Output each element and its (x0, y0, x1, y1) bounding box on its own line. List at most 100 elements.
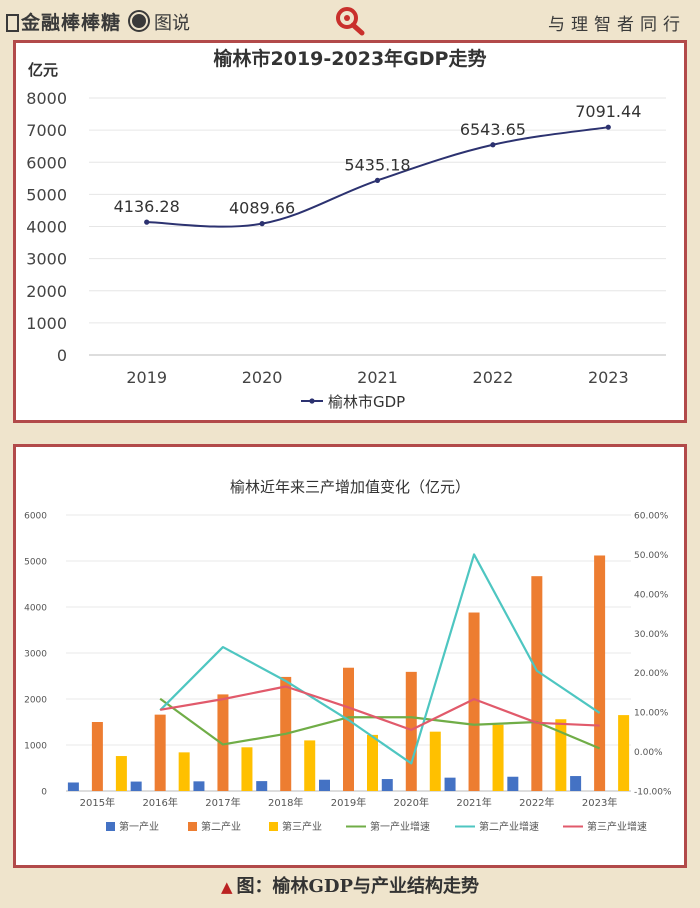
x-tick-label: 2022年 (519, 796, 554, 809)
x-tick-label: 2021年 (456, 796, 491, 809)
y-tick-label: 3000 (26, 250, 67, 269)
x-tick-label: 2017年 (205, 796, 240, 809)
legend-swatch (269, 822, 278, 831)
gdp-data-label: 7091.44 (575, 102, 641, 121)
y-tick-label: 3000 (24, 650, 47, 660)
y2-tick-label: 20.00% (634, 669, 669, 679)
bar-3 (367, 734, 378, 791)
y-tick-label: 1000 (26, 314, 67, 333)
bar-2 (405, 671, 417, 791)
growth-line-4 (159, 553, 601, 765)
y-tick-label: 0 (57, 346, 67, 365)
section-label-text: 图说 (154, 13, 190, 34)
y2-tick-label: 40.00% (634, 590, 669, 600)
bar-2 (343, 667, 354, 791)
gdp-chart-panel: 榆林市2019-2023年GDP走势 亿元 0 1000 2000 3000 4000 5… (13, 40, 687, 423)
y-tick-label: 2000 (26, 282, 67, 301)
gdp-data-label: 5435.18 (344, 155, 410, 174)
bar-1 (256, 781, 268, 791)
legend-label: 第二产业 (201, 820, 241, 833)
figure-caption: ▲ 图：榆林GDP与产业结构走势 (0, 872, 700, 898)
y2-tick-label: 60.00% (634, 512, 669, 522)
y-tick-label: 6000 (26, 153, 67, 172)
y2-tick-label: 0.00% (634, 748, 663, 758)
gdp-data-point (605, 124, 611, 130)
gdp-data-label: 4089.66 (229, 199, 295, 218)
triangle-icon: ▲ (220, 878, 233, 896)
logo-mark-icon (6, 14, 19, 32)
x-tick-label: 2021 (357, 368, 398, 387)
gdp-data-label: 4136.28 (114, 197, 180, 216)
bar-1 (381, 779, 393, 791)
x-tick-label: 2015年 (80, 796, 115, 809)
legend-label: 第三产业 (282, 820, 322, 833)
brand-logo-text: 金融棒棒糖 (21, 12, 122, 34)
bar-3 (304, 740, 316, 791)
legend-swatch (106, 822, 115, 831)
y-tick-label: 4000 (26, 218, 67, 237)
bar-1 (444, 777, 456, 791)
gdp-data-label: 6543.65 (460, 120, 526, 139)
growth-line-5 (159, 685, 600, 731)
gdp-data-point (259, 221, 265, 227)
x-tick-label: 2020 (242, 368, 283, 387)
figure-caption-text: 图：榆林GDP与产业结构走势 (236, 876, 480, 897)
y2-tick-label: 50.00% (634, 551, 669, 561)
legend-marker (309, 398, 315, 404)
chart-title: 榆林近年来三产增加值变化（亿元） (230, 478, 470, 496)
gdp-line-chart: 榆林市2019-2023年GDP走势 亿元 0 1000 2000 3000 4000 5… (26, 47, 666, 411)
legend-swatch (188, 822, 197, 831)
x-tick-label: 2016年 (142, 796, 177, 809)
bar-3 (618, 715, 630, 791)
bar-1 (130, 781, 142, 791)
y-tick-label: 7000 (26, 121, 67, 140)
growth-line-3 (159, 697, 601, 750)
bar-1 (67, 782, 79, 791)
x-tick-label: 2019年 (331, 796, 366, 809)
chart-title: 榆林市2019-2023年GDP走势 (214, 47, 487, 70)
y-tick-label: 2000 (24, 696, 47, 706)
slogan: 与理智者同行 (548, 15, 686, 35)
header: 金融棒棒糖 图说 与理智者同行 (0, 0, 700, 44)
bar-3 (555, 719, 567, 791)
gdp-data-point (374, 177, 381, 183)
bar-1 (570, 776, 582, 791)
y-tick-label: 5000 (26, 185, 67, 204)
bar-2 (468, 612, 480, 791)
section-label: 图说 (130, 9, 190, 35)
bar-1 (193, 781, 205, 791)
bar-3 (115, 756, 127, 791)
y-tick-label: 1000 (24, 742, 47, 752)
x-tick-label: 2020年 (394, 796, 429, 809)
bar-2 (531, 576, 543, 791)
x-tick-label: 2018年 (268, 796, 303, 809)
legend-label: 第一产业增速 (370, 820, 430, 833)
x-tick-label: 2023 (588, 368, 629, 387)
y2-tick-label: -10.00% (634, 788, 672, 798)
magnifier-icon (336, 7, 365, 36)
y-axis-label: 亿元 (28, 61, 58, 79)
x-tick-label: 2022 (473, 368, 514, 387)
y2-tick-label: 10.00% (634, 709, 669, 719)
legend-label: 第三产业增速 (587, 820, 647, 833)
y-tick-label: 8000 (26, 89, 67, 108)
y2-tick-label: 30.00% (634, 630, 669, 640)
bar-2 (154, 714, 166, 791)
legend-label: 第一产业 (119, 820, 159, 833)
bar-2 (594, 555, 606, 791)
brand-logo: 金融棒棒糖 (6, 8, 121, 35)
bar-2 (91, 722, 103, 791)
gdp-data-point (490, 142, 496, 148)
industry-combo-chart: 榆林近年来三产增加值变化（亿元） 0 1000 2000 3000 4000 5000 60… (24, 478, 672, 833)
bar-3 (429, 731, 441, 791)
gdp-data-point (144, 219, 150, 225)
y-tick-label: 6000 (24, 512, 47, 522)
y-tick-label: 5000 (24, 558, 47, 568)
bar-2 (217, 694, 229, 791)
x-tick-label: 2023年 (582, 796, 617, 809)
legend-label: 榆林市GDP (328, 393, 405, 411)
bar-3 (492, 724, 504, 791)
bar-1 (319, 779, 330, 791)
legend-label: 第二产业增速 (479, 820, 539, 833)
bullet-icon (130, 12, 148, 30)
